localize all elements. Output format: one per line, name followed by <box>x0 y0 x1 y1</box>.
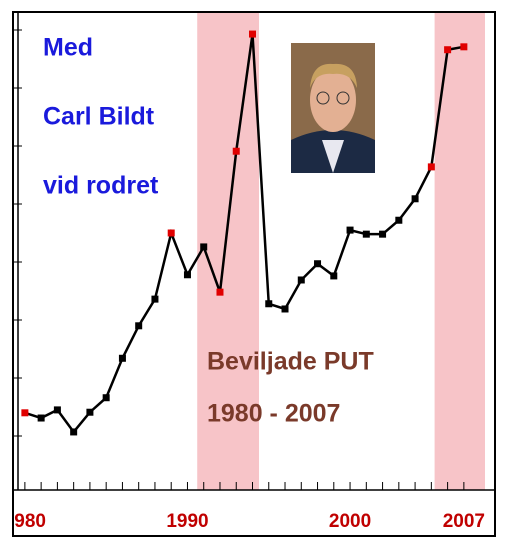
data-point <box>395 216 403 224</box>
data-point <box>70 428 78 436</box>
data-point <box>200 243 208 251</box>
data-point <box>167 229 175 237</box>
data-point <box>135 322 143 330</box>
data-point <box>281 305 289 313</box>
data-point <box>86 408 94 416</box>
data-point <box>314 260 322 268</box>
x-tick-label: 1980 <box>4 511 46 532</box>
x-tick-label: 2007 <box>443 511 485 532</box>
data-point <box>37 414 45 422</box>
data-point <box>21 409 29 417</box>
chart-title: Beviljade PUT <box>207 348 374 376</box>
data-point <box>427 163 435 171</box>
annotation: vid rodret <box>43 172 159 200</box>
x-tick-label: 1990 <box>166 511 208 532</box>
data-point <box>232 147 240 155</box>
data-point <box>444 46 452 54</box>
data-point <box>249 30 256 38</box>
annotation: Med <box>43 34 93 62</box>
data-point <box>346 226 354 234</box>
data-point <box>379 230 387 238</box>
photo <box>291 43 375 173</box>
shaded-span <box>434 13 485 490</box>
data-point <box>411 195 419 203</box>
data-point <box>297 276 305 284</box>
data-point <box>118 354 126 362</box>
x-tick-label: 2000 <box>329 511 371 532</box>
plot-area: 1980 1990 2000 2007 <box>4 13 495 532</box>
chart-subtitle: 1980 - 2007 <box>207 400 340 428</box>
annotation: Carl Bildt <box>43 103 155 131</box>
shaded-span <box>197 13 260 490</box>
data-point <box>53 406 61 414</box>
data-point <box>265 300 273 308</box>
data-point <box>102 394 110 402</box>
data-point <box>460 43 468 51</box>
data-point <box>151 295 159 303</box>
data-point <box>362 230 370 238</box>
frame <box>12 11 496 537</box>
data-point <box>216 288 224 296</box>
data-point <box>330 272 338 280</box>
data-line <box>24 33 465 434</box>
data-point <box>183 271 191 279</box>
